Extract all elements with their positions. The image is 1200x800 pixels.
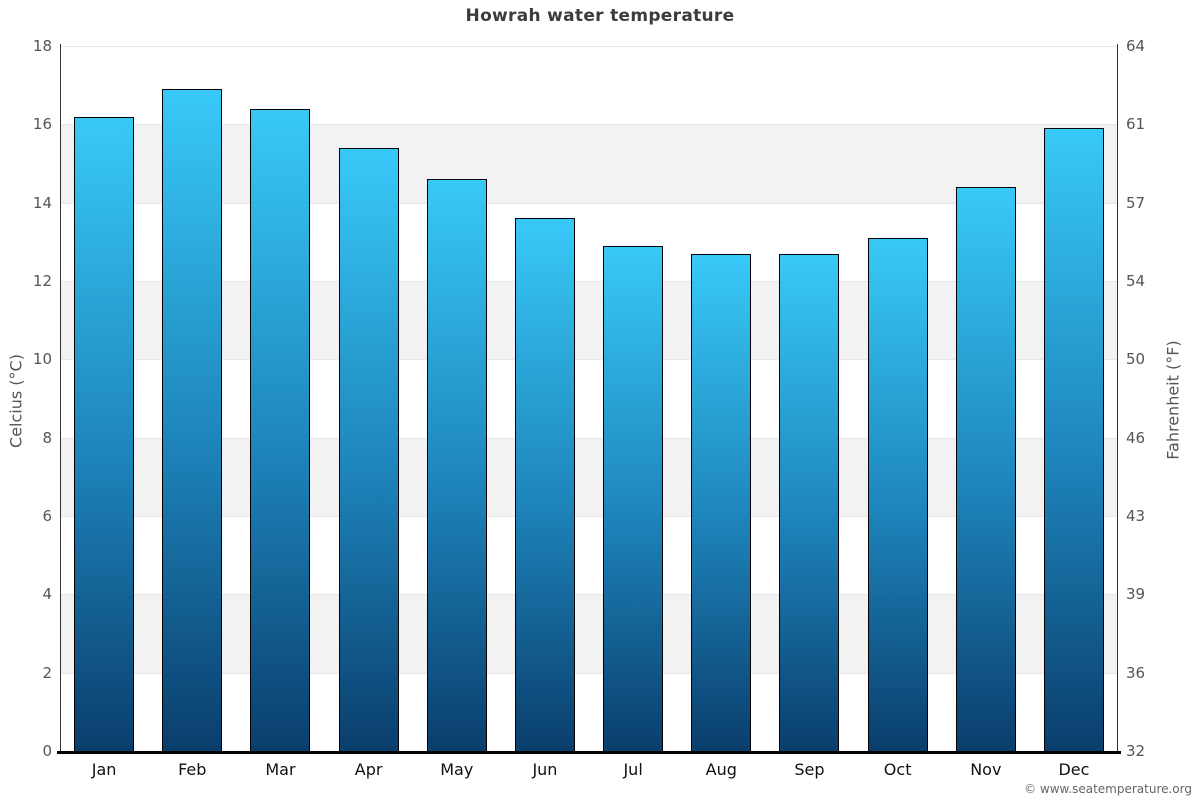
month-label-may: May — [440, 760, 474, 779]
month-label-mar: Mar — [265, 760, 296, 779]
month-label-nov: Nov — [970, 760, 1002, 779]
bar-slot-sep — [765, 46, 853, 751]
bar-dec[interactable] — [1043, 128, 1104, 751]
month-label-sep: Sep — [794, 760, 825, 779]
y-axis-ticks-fahrenheit: 64 61 57 54 50 46 43 39 36 32 — [1126, 37, 1196, 760]
bar-sep[interactable] — [779, 253, 840, 751]
y-axis-line-left — [60, 44, 61, 751]
bar-slot-feb — [148, 46, 236, 751]
tick-label: 2 — [42, 663, 52, 682]
month-label-aug: Aug — [705, 760, 737, 779]
grid-band — [60, 202, 1118, 281]
grid-band — [60, 46, 1118, 124]
bar-jan[interactable] — [74, 116, 135, 751]
month-label-apr: Apr — [354, 760, 383, 779]
bar-slot-apr — [325, 46, 413, 751]
bar-slot-may — [413, 46, 501, 751]
bar-oct[interactable] — [867, 237, 928, 751]
tick-label: 18 — [32, 37, 52, 55]
tick-label: 0 — [42, 742, 52, 760]
bar-jul[interactable] — [603, 245, 664, 751]
tick-label: 46 — [1126, 428, 1146, 447]
bar-slot-nov — [942, 46, 1030, 751]
bar-slot-jan — [60, 46, 148, 751]
tick-label: 43 — [1126, 507, 1146, 525]
bar-slot-jul — [589, 46, 677, 751]
x-axis-labels: Jan Feb Mar Apr May Jun Jul Aug Sep Oct Nov Dec — [60, 760, 1118, 786]
tick-label: 64 — [1126, 37, 1146, 55]
tick-label: 6 — [42, 507, 52, 525]
tick-label: 61 — [1126, 115, 1146, 134]
month-label-dec: Dec — [1058, 760, 1090, 779]
bar-mar[interactable] — [250, 108, 311, 751]
bars-row — [60, 46, 1118, 751]
month-label-oct: Oct — [883, 760, 912, 779]
bar-jun[interactable] — [514, 218, 575, 751]
bar-aug[interactable] — [691, 253, 752, 751]
tick-label: 32 — [1126, 742, 1146, 760]
month-label-feb: Feb — [178, 760, 207, 779]
bar-slot-jun — [501, 46, 589, 751]
bar-may[interactable] — [426, 179, 487, 751]
tick-label: 12 — [32, 272, 52, 290]
tick-label: 4 — [42, 585, 52, 604]
x-axis-line — [57, 751, 1121, 754]
grid-band — [60, 437, 1118, 516]
grid-band — [60, 281, 1118, 360]
grid-band — [60, 672, 1118, 751]
tick-label: 39 — [1126, 585, 1146, 604]
month-label-jan: Jan — [91, 760, 117, 779]
bar-apr[interactable] — [338, 147, 399, 751]
bar-slot-aug — [677, 46, 765, 751]
y-axis-ticks-celsius: 18 16 14 12 10 8 6 4 2 0 — [0, 37, 52, 760]
grid-band — [60, 594, 1118, 673]
month-label-jul: Jul — [623, 760, 643, 779]
tick-label: 14 — [32, 193, 52, 212]
grid-band — [60, 516, 1118, 594]
bar-slot-mar — [236, 46, 324, 751]
bar-feb[interactable] — [162, 89, 223, 751]
chart-title: Howrah water temperature — [465, 6, 735, 26]
month-label-jun: Jun — [532, 760, 558, 779]
plot-area — [57, 44, 1121, 754]
footer-credit: © www.seatemperature.org — [1024, 782, 1192, 796]
tick-label: 8 — [42, 428, 52, 447]
tick-label: 57 — [1126, 193, 1146, 212]
y-axis-line-right — [1117, 44, 1118, 751]
tick-label: 50 — [1126, 350, 1146, 369]
tick-label: 54 — [1126, 272, 1146, 290]
tick-label: 10 — [32, 350, 52, 369]
bar-slot-oct — [854, 46, 942, 751]
tick-label: 36 — [1126, 663, 1146, 682]
tick-label: 16 — [32, 115, 52, 134]
bar-slot-dec — [1030, 46, 1118, 751]
bar-nov[interactable] — [955, 187, 1016, 751]
grid-band — [60, 359, 1118, 437]
grid-band — [60, 124, 1118, 203]
